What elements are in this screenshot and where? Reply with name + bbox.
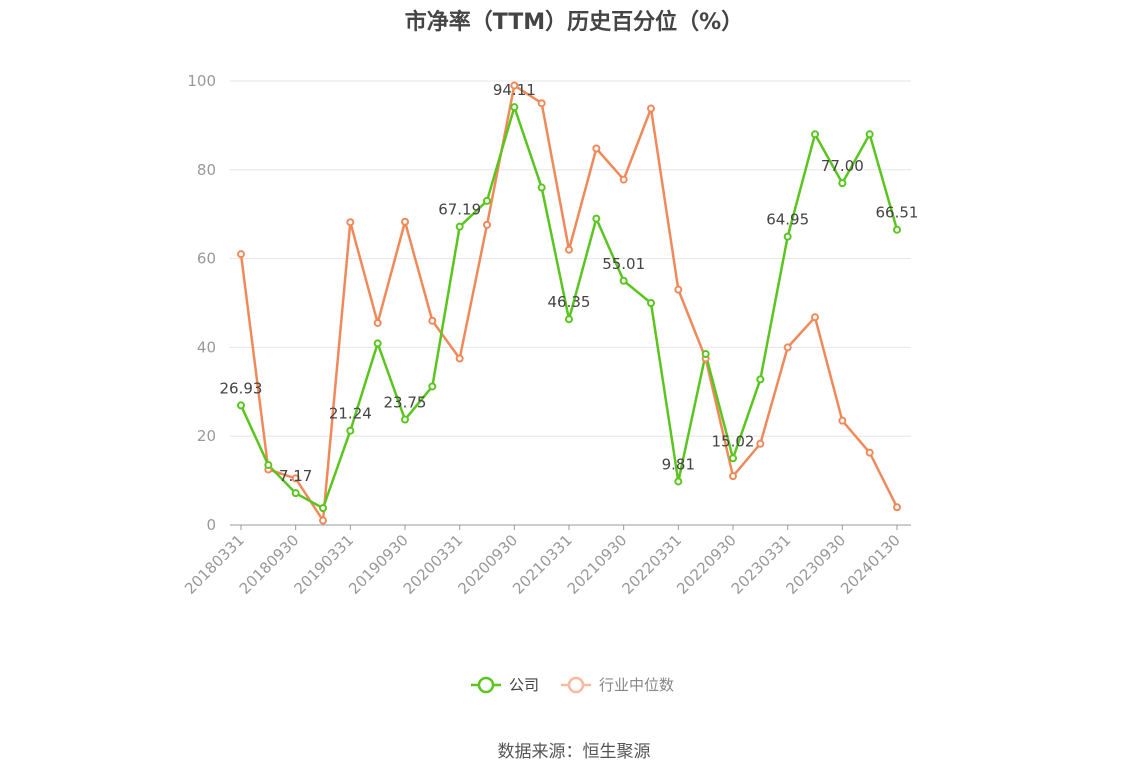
- data-point: [455, 354, 464, 363]
- data-point: [428, 316, 437, 325]
- legend-label: 行业中位数: [599, 676, 674, 694]
- data-label: 46.35: [548, 293, 591, 311]
- y-tick-label: 20: [197, 427, 216, 445]
- data-point: [838, 179, 847, 188]
- data-point: [455, 222, 464, 231]
- data-point: [373, 318, 382, 327]
- data-point: [510, 81, 519, 90]
- legend-item[interactable]: 公司: [471, 676, 539, 694]
- data-label: 66.51: [876, 204, 919, 222]
- data-label: 26.93: [220, 379, 263, 397]
- data-point: [565, 315, 573, 324]
- data-point: [729, 454, 737, 463]
- data-point: [428, 382, 437, 391]
- y-axis: 0 20 40 60 80 100: [187, 72, 216, 534]
- data-point: [537, 99, 546, 108]
- data-point: [483, 196, 491, 205]
- x-tick-label: 20240130: [837, 531, 904, 598]
- y-tick-label: 60: [197, 250, 216, 268]
- data-label: 9.81: [662, 455, 695, 473]
- data-point: [619, 175, 628, 184]
- data-point: [893, 503, 901, 512]
- legend[interactable]: 公司 行业中位数: [471, 676, 674, 694]
- data-point: [619, 276, 628, 285]
- data-labels: 26.93 7.17 21.24 23.75 67.19 94.11 46.35 55.01 9…: [220, 81, 919, 485]
- data-point: [592, 144, 601, 153]
- data-point: [592, 214, 601, 223]
- data-point: [783, 232, 792, 241]
- data-point: [291, 474, 300, 483]
- data-point: [811, 313, 819, 322]
- data-point: [373, 339, 382, 348]
- data-point: [565, 245, 573, 254]
- y-tick-label: 100: [187, 72, 216, 90]
- data-point: [401, 415, 409, 424]
- data-point: [483, 220, 491, 229]
- data-label: 67.19: [438, 201, 481, 219]
- data-source: 数据来源：恒生聚源: [497, 742, 651, 762]
- data-label: 77.00: [821, 157, 864, 175]
- data-point: [647, 104, 655, 113]
- data-point: [756, 375, 765, 384]
- data-label: 23.75: [384, 394, 427, 412]
- legend-label: 公司: [509, 676, 539, 694]
- data-point: [237, 250, 245, 259]
- data-point: [783, 343, 792, 352]
- legend-marker: [567, 676, 585, 694]
- data-point: [510, 103, 519, 112]
- series-points: [237, 81, 901, 525]
- data-point: [729, 472, 737, 481]
- data-point: [319, 516, 327, 525]
- data-point: [865, 448, 874, 457]
- y-tick-label: 40: [197, 338, 216, 356]
- x-axis: 2018033120180930201903312019093020200331…: [181, 524, 911, 598]
- data-label: 55.01: [602, 255, 645, 273]
- data-point: [647, 299, 655, 307]
- legend-item[interactable]: 行业中位数: [561, 676, 674, 694]
- data-point: [346, 426, 355, 435]
- data-point: [838, 416, 847, 425]
- data-point: [756, 439, 765, 448]
- data-point: [346, 218, 355, 227]
- y-tick-label: 80: [197, 161, 216, 179]
- data-point: [264, 461, 273, 470]
- data-label: 21.24: [329, 405, 372, 423]
- data-point: [893, 225, 901, 234]
- y-tick-label: 0: [206, 516, 216, 534]
- data-point: [865, 130, 874, 139]
- data-point: [701, 350, 710, 359]
- data-point: [674, 477, 683, 486]
- grid-lines: [230, 80, 911, 437]
- data-point: [537, 183, 546, 192]
- data-label: 7.17: [279, 467, 312, 485]
- chart-title: 市净率（TTM）历史百分位（%）: [404, 10, 744, 35]
- legend-marker: [477, 676, 495, 694]
- data-label: 94.11: [493, 81, 536, 99]
- data-point: [319, 504, 327, 513]
- data-point: [237, 401, 245, 410]
- data-point: [401, 217, 409, 226]
- data-point: [291, 489, 300, 498]
- data-label: 15.02: [712, 432, 755, 450]
- data-point: [674, 285, 683, 294]
- data-point: [811, 130, 819, 139]
- data-label: 64.95: [766, 211, 809, 229]
